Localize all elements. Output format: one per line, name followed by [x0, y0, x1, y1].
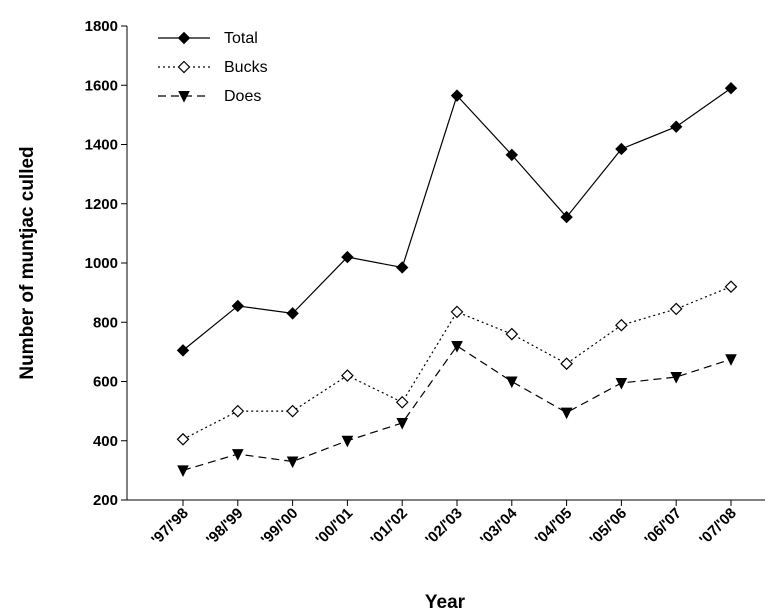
data-point — [615, 377, 628, 390]
data-point — [670, 372, 683, 384]
data-point — [396, 417, 409, 430]
data-point — [286, 307, 299, 320]
data-point — [615, 318, 628, 332]
data-point — [341, 250, 354, 264]
y-tick-label: 1400 — [85, 137, 118, 154]
legend-item: Does — [158, 88, 261, 105]
data-point — [395, 395, 409, 409]
data-point — [231, 404, 245, 418]
legend-marker — [178, 91, 190, 103]
data-point — [176, 344, 190, 357]
data-point — [231, 299, 245, 313]
series-does — [177, 340, 737, 477]
data-point — [286, 456, 299, 469]
data-point — [560, 407, 573, 420]
x-tick-label: '04/'05 — [532, 505, 576, 549]
data-point — [451, 340, 463, 353]
x-tick-label: '05/'06 — [587, 505, 631, 549]
data-point — [560, 357, 573, 371]
y-tick-label: 800 — [93, 314, 118, 331]
x-ticks: '97/'98'98/'99'99/'00'00/'01'01/'02'02/'… — [148, 500, 740, 548]
data-point — [669, 120, 683, 133]
data-point — [341, 435, 354, 448]
data-point — [286, 404, 299, 418]
y-tick-label: 400 — [93, 433, 118, 450]
x-tick-label: '07/'08 — [696, 505, 740, 549]
data-point — [724, 82, 738, 95]
data-point — [395, 261, 409, 274]
legend-item: Bucks — [158, 59, 268, 76]
data-point — [505, 148, 519, 162]
legend-label: Total — [224, 30, 258, 47]
series-layer — [176, 82, 738, 477]
x-tick-label: '99/'00 — [258, 505, 302, 549]
data-point — [231, 449, 244, 461]
data-point — [725, 354, 737, 366]
legend-label: Bucks — [224, 59, 268, 76]
data-point — [505, 327, 519, 341]
series-total — [176, 82, 738, 357]
x-tick-label: '00/'01 — [313, 505, 357, 549]
legend-label: Does — [224, 88, 261, 105]
data-point — [450, 89, 464, 102]
legend-item: Total — [158, 30, 258, 47]
series-line — [182, 286, 732, 440]
y-tick-label: 600 — [93, 374, 118, 391]
data-point — [560, 210, 573, 224]
y-tick-label: 1800 — [85, 18, 118, 35]
axes — [126, 26, 765, 501]
data-point — [341, 369, 354, 382]
y-tick-label: 1600 — [85, 77, 118, 94]
y-tick-label: 1000 — [85, 255, 118, 272]
data-point — [615, 142, 628, 156]
y-axis-title: Number of muntjac culled — [17, 146, 38, 379]
x-tick-label: '06/'07 — [641, 505, 685, 549]
x-axis-title: Year — [425, 592, 466, 613]
x-tick-label: '98/'99 — [203, 505, 247, 549]
data-point — [176, 432, 190, 446]
x-tick-label: '03/'04 — [477, 504, 521, 548]
data-point — [669, 302, 683, 316]
series-bucks — [176, 280, 738, 446]
x-tick-label: '97/'98 — [148, 505, 192, 549]
y-ticks: 200 400 600 800 1000 1200 1400 1600 1800 — [85, 18, 127, 509]
y-tick-label: 200 — [93, 492, 118, 509]
legend: Total Bucks Does — [158, 30, 268, 105]
y-tick-label: 1200 — [85, 196, 118, 213]
data-point — [724, 280, 738, 294]
x-tick-label: '01/'02 — [367, 505, 411, 549]
legend-marker — [177, 31, 191, 45]
data-point — [450, 305, 464, 319]
data-point — [505, 376, 518, 389]
data-point — [177, 465, 189, 477]
x-tick-label: '02/'03 — [422, 505, 466, 549]
series-line — [182, 345, 732, 471]
legend-marker — [177, 60, 191, 74]
